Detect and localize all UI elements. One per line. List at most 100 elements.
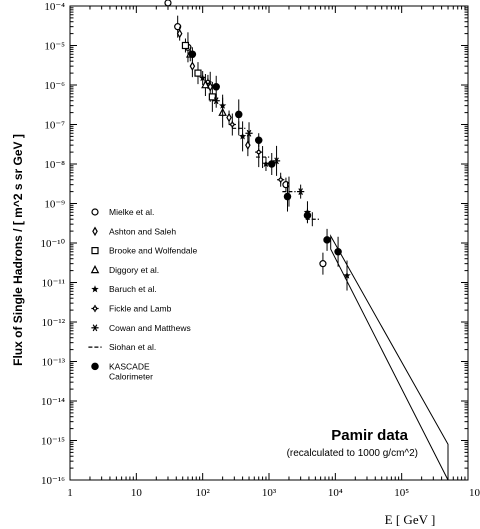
- legend-marker: [91, 247, 99, 255]
- data-point: [228, 120, 236, 129]
- data-point: [226, 112, 232, 123]
- star-marker: [218, 101, 227, 109]
- plot-border: [69, 5, 469, 481]
- annotation-recalculated: (recalculated to 1000 g/cm^2): [287, 448, 418, 459]
- data-point: [212, 97, 220, 105]
- x-axis: 1 10 10² 10³ 10⁴ 10⁵ 10⁶: [67, 6, 480, 499]
- data-point: [204, 78, 212, 86]
- filled-circle-marker: [323, 236, 331, 244]
- open-circle-marker: [282, 181, 290, 189]
- data-point: [218, 101, 227, 109]
- diamond-marker: [176, 28, 183, 39]
- cross-marker-center: [230, 122, 235, 127]
- x-tick-label: 10²: [196, 487, 211, 499]
- x-tick-label: 10³: [262, 487, 277, 499]
- filled-circle-marker: [235, 110, 243, 119]
- x-tick-label: 10⁶: [469, 487, 480, 499]
- legend-label: Siohan et al.: [109, 342, 156, 352]
- asterisk-marker-arm: [92, 324, 98, 332]
- annotation-pamir-data: Pamir data: [331, 427, 408, 444]
- data-point: [207, 82, 214, 92]
- legend-marker: [91, 304, 99, 313]
- data-point: [238, 132, 247, 140]
- y-tick-label: 10⁻⁸: [44, 159, 65, 171]
- square-marker: [181, 41, 190, 50]
- data-point: [235, 110, 243, 119]
- legend-label: KASCADE: [109, 361, 150, 371]
- data-point: [303, 211, 312, 220]
- square-marker: [91, 247, 99, 255]
- y-tick-label: 10⁻¹²: [42, 317, 66, 329]
- y-axis: 10⁻⁴ 10⁻⁵ 10⁻⁶ 10⁻⁷ 10⁻⁸ 10⁻⁹ 10⁻¹⁰ 10⁻¹¹ 10⁻¹² 1…: [40, 1, 468, 487]
- legend-marker: [91, 362, 99, 371]
- data-point: [176, 28, 183, 39]
- star-marker: [343, 271, 351, 279]
- asterisk-marker-arm: [213, 97, 219, 105]
- triangle-marker: [90, 265, 100, 274]
- cross-marker-center: [256, 149, 261, 155]
- x-axis-label: E [ GeV ]: [385, 512, 436, 527]
- legend-label: Diggory et al.: [109, 265, 159, 275]
- legend-label: Cowan and Matthews: [109, 323, 191, 333]
- x-tick-label: 1: [67, 487, 73, 499]
- legend-label: Ashton and Saleh: [109, 226, 176, 236]
- diamond-marker: [189, 61, 196, 71]
- filled-circle-marker: [303, 211, 312, 220]
- open-circle-marker: [164, 0, 172, 7]
- data-point: [343, 271, 351, 279]
- star-marker: [262, 160, 270, 168]
- y-tick-label: 10⁻⁹: [44, 199, 65, 211]
- data-point: [212, 83, 220, 91]
- legend-label: Brooke and Wolfendale: [109, 246, 197, 256]
- data-point: [297, 188, 305, 196]
- x-tick-label: 10: [131, 487, 143, 499]
- legend: Mielke et al. Ashton and Saleh Brooke and …: [88, 207, 197, 381]
- data-point: [164, 0, 172, 7]
- triangle-marker: [201, 80, 210, 89]
- x-tick-label: 10⁵: [394, 487, 409, 499]
- legend-label: Mielke et al.: [109, 207, 154, 217]
- data-point: [245, 129, 253, 137]
- cross-marker-center: [205, 79, 211, 85]
- square-marker: [208, 93, 216, 101]
- data-point: [254, 136, 263, 144]
- y-tick-label: 10⁻¹⁵: [41, 436, 65, 448]
- filled-circle-marker: [283, 192, 292, 201]
- data-point: [283, 192, 292, 201]
- open-circle-marker: [319, 260, 327, 268]
- legend-marker: [91, 285, 99, 293]
- legend-marker: [91, 324, 99, 332]
- pamir-data-band: [330, 234, 449, 481]
- data-point: [189, 61, 196, 71]
- y-tick-label: 10⁻⁴: [44, 1, 65, 13]
- filled-circle-marker: [254, 136, 263, 144]
- data-point: [262, 160, 270, 168]
- data-point: [272, 157, 281, 165]
- data-point: [319, 260, 327, 268]
- filled-circle-marker: [91, 362, 99, 371]
- y-tick-label: 10⁻¹⁶: [41, 475, 65, 487]
- y-axis-label: Flux of Single Hadrons / [ m^2 s sr GeV …: [11, 134, 25, 366]
- star-marker: [198, 74, 207, 82]
- plot-frame: [69, 5, 469, 481]
- data-point: [188, 50, 197, 59]
- data-points-layer: [164, 0, 351, 291]
- star-marker: [238, 132, 247, 140]
- legend-marker: [90, 265, 100, 274]
- pamir-band-layer: [330, 234, 449, 481]
- data-point: [208, 93, 216, 101]
- legend-label: Baruch et al.: [109, 284, 157, 294]
- diamond-marker: [207, 82, 214, 92]
- legend-marker: [91, 208, 99, 216]
- cross-marker-center: [92, 306, 98, 311]
- data-point: [194, 69, 202, 77]
- data-point: [282, 181, 290, 189]
- data-point: [198, 74, 207, 82]
- filled-circle-marker: [334, 248, 342, 256]
- diamond-marker: [226, 112, 232, 123]
- y-tick-label: 10⁻⁶: [44, 80, 65, 92]
- filled-circle-marker: [188, 50, 197, 59]
- y-tick-label: 10⁻¹⁰: [40, 238, 65, 250]
- legend-label: Calorimeter: [109, 371, 153, 381]
